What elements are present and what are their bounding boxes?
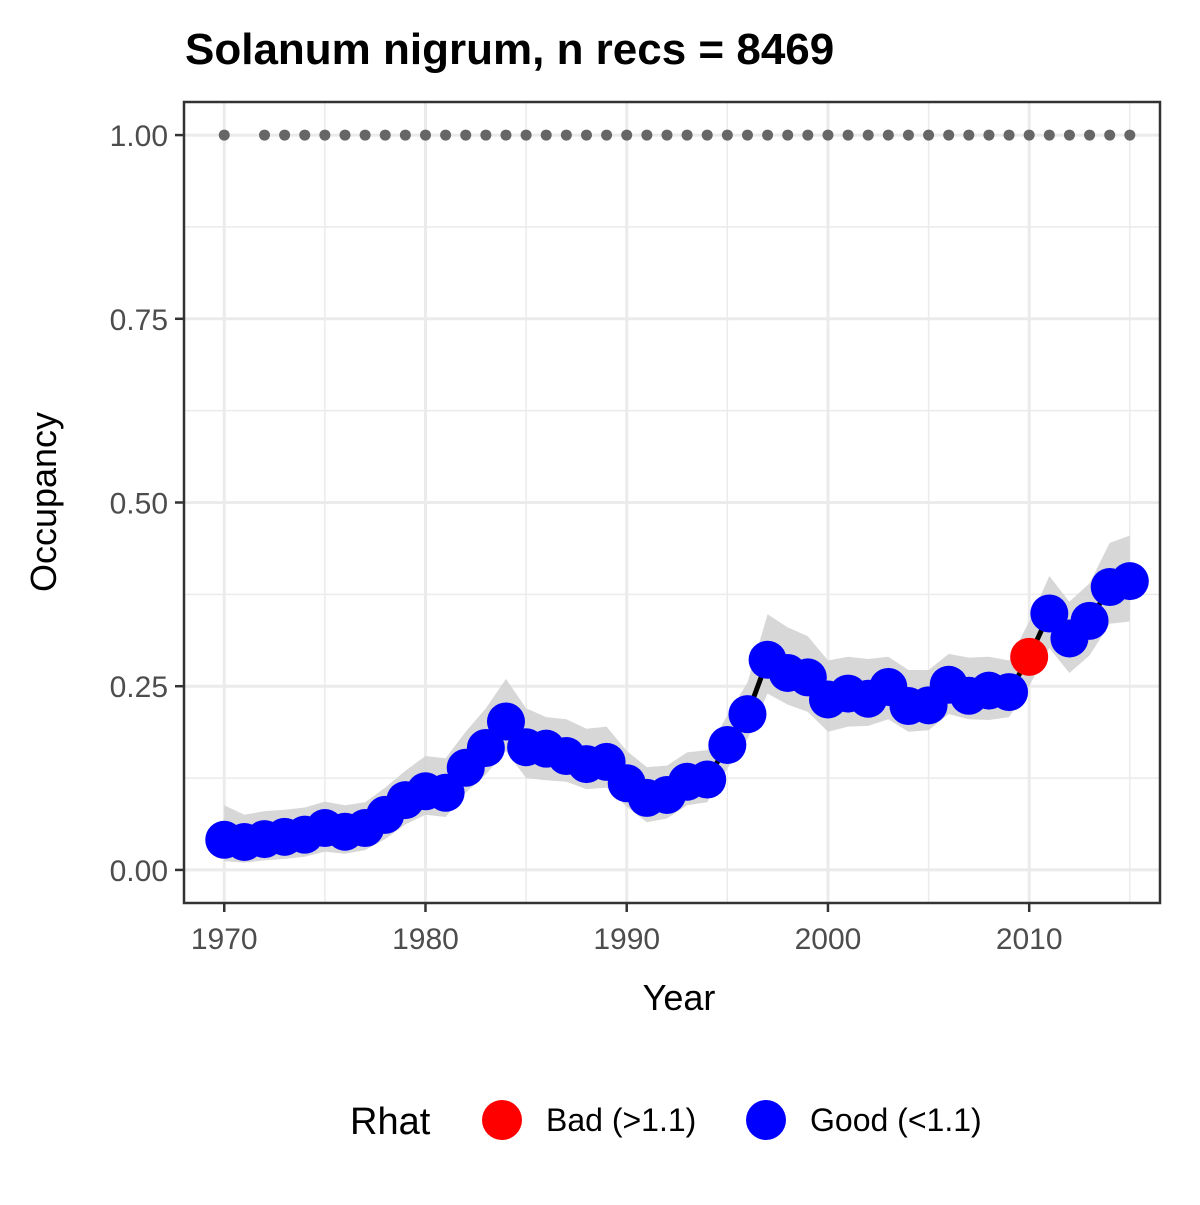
record-dot xyxy=(379,129,391,141)
x-tick-label: 1980 xyxy=(392,923,459,956)
record-dot xyxy=(943,129,955,141)
record-dot xyxy=(1063,129,1075,141)
record-dot xyxy=(339,129,351,141)
point-good-rhat xyxy=(708,726,747,765)
record-dot xyxy=(279,129,291,141)
point-bad-rhat xyxy=(1010,637,1049,676)
point-good-rhat xyxy=(688,760,727,799)
y-tick-label: 0.75 xyxy=(110,304,168,337)
legend-label-bad: Bad (>1.1) xyxy=(546,1102,696,1138)
record-dot xyxy=(580,129,592,141)
record-dot xyxy=(641,129,653,141)
x-tick-label: 1990 xyxy=(593,923,660,956)
record-dot xyxy=(701,129,713,141)
y-axis: 0.00 0.25 0.50 0.75 1.00 xyxy=(110,120,184,888)
y-axis-title: Occupancy xyxy=(23,412,64,592)
record-dot xyxy=(299,129,311,141)
chart-title: Solanum nigrum, n recs = 8469 xyxy=(185,25,834,74)
record-dot xyxy=(601,129,613,141)
point-good-rhat xyxy=(990,673,1029,712)
y-tick-label: 1.00 xyxy=(110,120,168,153)
record-dot xyxy=(440,129,452,141)
record-dot xyxy=(460,129,472,141)
record-dot xyxy=(983,129,995,141)
record-dot xyxy=(560,129,572,141)
occupancy-points-layer xyxy=(205,562,1149,862)
x-tick-label: 1970 xyxy=(191,923,258,956)
record-dot xyxy=(882,129,894,141)
record-dot xyxy=(1084,129,1096,141)
point-good-rhat xyxy=(1110,562,1149,601)
record-dot xyxy=(963,129,975,141)
record-dot xyxy=(359,129,371,141)
record-dot xyxy=(862,129,874,141)
record-dot xyxy=(721,129,733,141)
record-dot xyxy=(802,129,814,141)
record-dot xyxy=(480,129,492,141)
record-dot xyxy=(681,129,693,141)
record-dot xyxy=(741,129,753,141)
point-good-rhat xyxy=(728,695,767,734)
record-dot xyxy=(520,129,532,141)
record-dot xyxy=(1043,129,1055,141)
legend-label-good: Good (<1.1) xyxy=(810,1102,982,1138)
record-dot xyxy=(782,129,794,141)
record-dot xyxy=(621,129,633,141)
record-dot xyxy=(1104,129,1116,141)
record-dot xyxy=(1124,129,1136,141)
record-dot xyxy=(822,129,834,141)
y-tick-label: 0.50 xyxy=(110,488,168,521)
record-dot xyxy=(1023,129,1035,141)
record-dot xyxy=(902,129,914,141)
record-dot xyxy=(923,129,935,141)
y-tick-label: 0.00 xyxy=(110,855,168,888)
point-good-rhat xyxy=(466,728,505,767)
record-dots-layer xyxy=(218,129,1136,141)
record-dot xyxy=(842,129,854,141)
legend-swatch-bad xyxy=(482,1100,522,1140)
legend: Rhat Bad (>1.1) Good (<1.1) xyxy=(350,1100,982,1143)
legend-title: Rhat xyxy=(350,1101,431,1143)
record-dot xyxy=(762,129,774,141)
record-dot xyxy=(500,129,512,141)
record-dot xyxy=(540,129,552,141)
record-dot xyxy=(1003,129,1015,141)
point-good-rhat xyxy=(1070,601,1109,640)
record-dot xyxy=(319,129,331,141)
point-good-rhat xyxy=(486,702,525,741)
legend-swatch-good xyxy=(746,1100,786,1140)
record-dot xyxy=(419,129,431,141)
x-axis: 1970 1980 1990 2000 2010 xyxy=(191,903,1063,956)
record-dot xyxy=(661,129,673,141)
x-tick-label: 2010 xyxy=(996,923,1063,956)
record-dot xyxy=(218,129,230,141)
record-dot xyxy=(258,129,270,141)
x-axis-title: Year xyxy=(643,977,716,1018)
record-dot xyxy=(399,129,411,141)
y-tick-label: 0.25 xyxy=(110,671,168,704)
x-tick-label: 2000 xyxy=(795,923,862,956)
